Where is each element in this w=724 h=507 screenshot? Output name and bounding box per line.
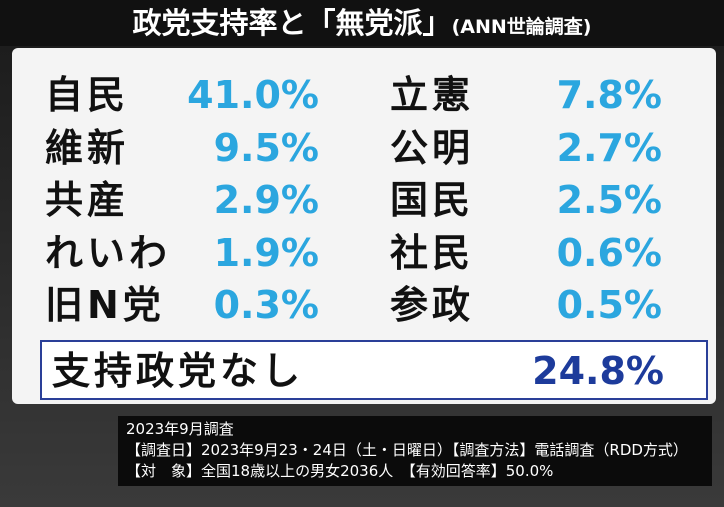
footer-line: 【対 象】全国18歳以上の男女2036人 【有効回答率】50.0% <box>126 462 554 480</box>
party-value: 0.3% <box>213 283 319 327</box>
party-name: 国民 <box>390 178 475 222</box>
no-party-label: 支持政党なし <box>52 349 305 393</box>
party-name: 参政 <box>390 283 475 327</box>
party-value: 2.5% <box>556 178 662 222</box>
party-value: 0.5% <box>556 283 662 327</box>
footer-line: 【調査日】2023年9月23・24日（土・日曜日）【調査方法】電話調査（RDD方… <box>126 441 688 459</box>
footer-line: 2023年9月調査 <box>126 420 234 438</box>
party-name: 維新 <box>45 125 130 170</box>
party-value: 1.9% <box>213 230 319 275</box>
party-value: 7.8% <box>556 73 662 117</box>
party-name: 自民 <box>45 73 130 117</box>
party-name: 共産 <box>45 178 130 222</box>
title: 政党支持率と「無党派」 <box>132 6 452 40</box>
party-value: 0.6% <box>556 230 662 275</box>
party-value: 2.7% <box>556 125 662 170</box>
party-name: 旧N党 <box>45 283 165 327</box>
party-value: 2.9% <box>213 178 319 222</box>
party-name: れいわ <box>45 230 172 275</box>
title-note: (ANN世論調査) <box>451 16 592 38</box>
party-value: 9.5% <box>213 125 319 170</box>
party-value: 41.0% <box>187 73 319 117</box>
no-party-value: 24.8% <box>532 349 664 393</box>
footer: 2023年9月調査【調査日】2023年9月23・24日（土・日曜日）【調査方法】… <box>118 416 712 486</box>
no-party-box: 支持政党なし 24.8% <box>40 340 708 400</box>
party-name: 公明 <box>390 125 475 170</box>
party-name: 社民 <box>390 230 475 275</box>
party-name: 立憲 <box>390 73 475 117</box>
title-bar: 政党支持率と「無党派」(ANN世論調査) <box>0 0 724 46</box>
